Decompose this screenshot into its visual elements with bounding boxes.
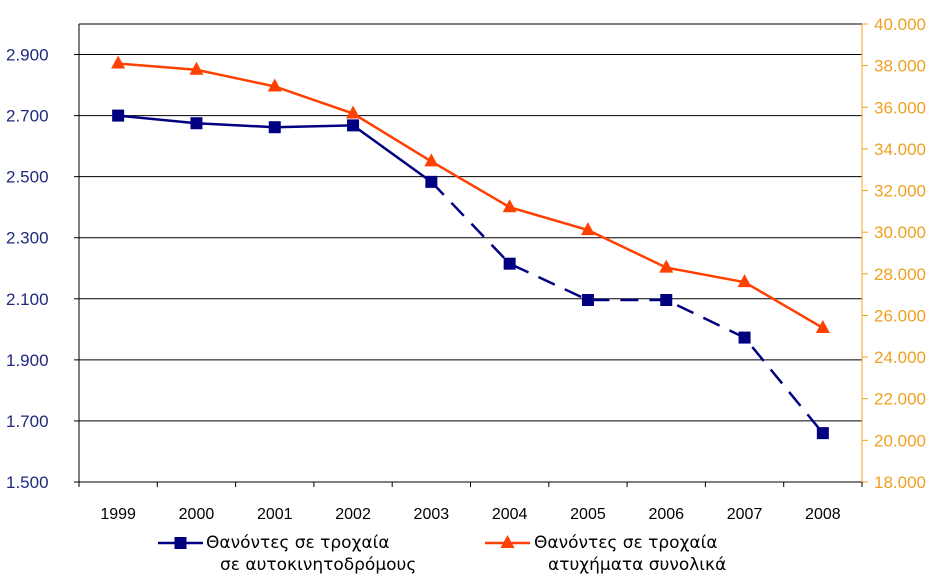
data-point-triangle (267, 78, 282, 92)
right-tick-label: 22.000 (874, 390, 926, 409)
x-tick-label: 2000 (179, 506, 215, 523)
data-point-square (503, 257, 516, 270)
data-point-square (190, 117, 203, 130)
data-point-triangle (111, 55, 126, 69)
legend-marker-triangle (500, 535, 515, 548)
right-tick-label: 36.000 (874, 98, 926, 117)
right-tick-label: 38.000 (874, 57, 926, 76)
data-point-triangle (502, 199, 517, 213)
right-tick-label: 26.000 (874, 306, 926, 325)
data-point-square (816, 427, 829, 440)
x-tick-label: 2001 (257, 506, 293, 523)
left-tick-label: 2.100 (6, 290, 49, 309)
x-tick-label: 2006 (648, 506, 684, 523)
left-tick-label: 1.900 (6, 351, 49, 370)
x-tick-label: 2005 (570, 506, 606, 523)
legend-label: Θανόντες σε τροχαία (534, 533, 718, 553)
left-tick-label: 2.500 (6, 168, 49, 187)
data-point-triangle (424, 153, 439, 167)
series-line-1 (118, 62, 824, 330)
right-tick-label: 34.000 (874, 140, 926, 159)
left-tick-label: 2.700 (6, 107, 49, 126)
data-point-triangle (815, 319, 830, 333)
right-tick-label: 30.000 (874, 223, 926, 242)
data-point-square (347, 119, 360, 132)
left-tick-label: 2.900 (6, 46, 49, 65)
data-point-square (268, 121, 281, 134)
data-point-square (581, 294, 594, 307)
legend-label: Θανόντες σε τροχαία (206, 533, 390, 553)
data-point-square (660, 294, 673, 307)
data-point-square (738, 331, 751, 344)
tick-labels: 1.500 1.700 1.900 2.100 2.300 2.500 2.700 2.900… (6, 15, 926, 523)
data-point-square (425, 175, 438, 188)
data-point-triangle (346, 105, 361, 119)
left-tick-label: 2.300 (6, 229, 49, 248)
x-tick-label: 2004 (492, 506, 528, 523)
axes (74, 23, 868, 487)
legend-label: ατυχήματα συνολικά (548, 555, 726, 575)
right-tick-label: 40.000 (874, 15, 926, 34)
left-tick-label: 1.500 (6, 473, 49, 492)
legend-label: σε αυτοκινητοδρόμους (220, 555, 416, 575)
right-tick-label: 24.000 (874, 348, 926, 367)
right-tick-label: 28.000 (874, 265, 926, 284)
legend-marker-square (174, 537, 187, 549)
x-tick-label: 2008 (805, 506, 841, 523)
x-tick-label: 2003 (414, 506, 450, 523)
x-tick-label: 1999 (100, 506, 136, 523)
data-point-triangle (580, 222, 595, 236)
left-tick-label: 1.700 (6, 412, 49, 431)
x-tick-label: 2007 (727, 506, 763, 523)
series-markers (111, 55, 830, 440)
right-tick-label: 18.000 (874, 473, 926, 492)
gridlines (79, 23, 862, 422)
x-tick-label: 2002 (335, 506, 371, 523)
data-point-triangle (659, 259, 674, 273)
data-point-square (112, 109, 125, 122)
data-point-triangle (189, 61, 204, 75)
data-point-triangle (737, 274, 752, 288)
right-tick-label: 20.000 (874, 431, 926, 450)
right-tick-label: 32.000 (874, 182, 926, 201)
series-lines (118, 62, 824, 434)
series-line-dashed-0 (430, 180, 824, 434)
